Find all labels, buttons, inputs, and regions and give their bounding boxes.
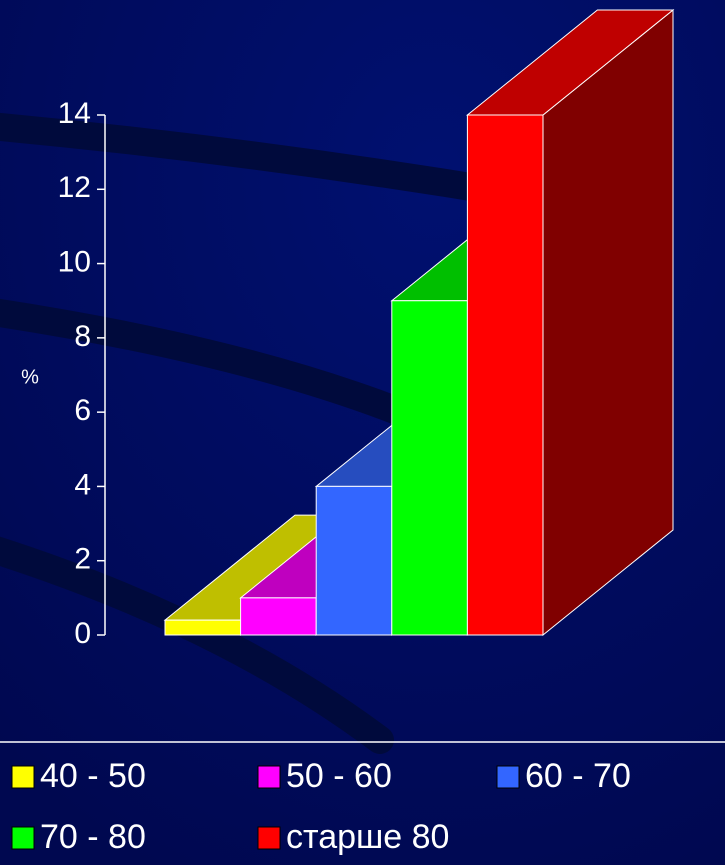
y-tick-label: 2 <box>74 543 91 576</box>
legend-swatch <box>257 826 281 850</box>
y-tick-label: 6 <box>74 394 91 427</box>
legend-swatch <box>11 765 35 789</box>
y-axis-label: % <box>21 366 39 388</box>
y-tick-label: 4 <box>74 468 91 501</box>
y-tick-label: 14 <box>58 97 91 130</box>
y-tick-label: 8 <box>74 320 91 353</box>
bar <box>465 8 675 637</box>
legend-label: 60 - 70 <box>525 757 631 795</box>
legend-label: 40 - 50 <box>40 757 146 795</box>
legend-label: 50 - 60 <box>286 757 392 795</box>
y-tick-label: 10 <box>58 245 91 278</box>
legend-swatch <box>257 765 281 789</box>
legend-label: старше 80 <box>286 818 449 856</box>
legend-swatch <box>11 826 35 850</box>
y-tick-label: 12 <box>58 171 91 204</box>
legend-swatch <box>496 765 520 789</box>
y-tick-label: 0 <box>74 617 91 650</box>
legend-label: 70 - 80 <box>40 818 146 856</box>
